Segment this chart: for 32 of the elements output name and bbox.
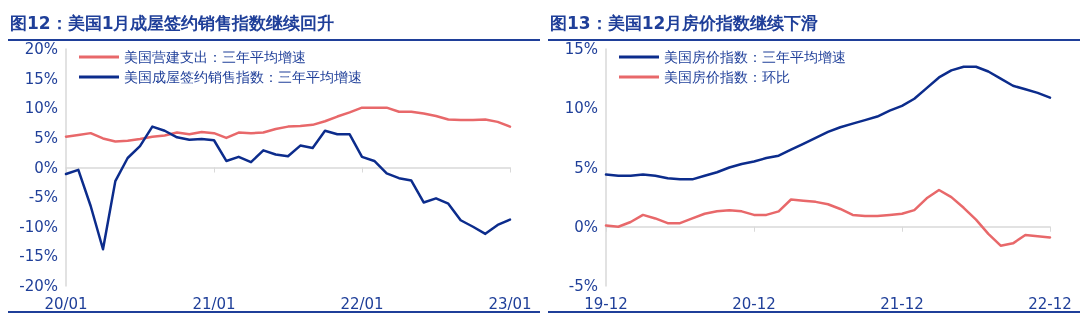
x-tick-label: 19-12 xyxy=(584,294,628,313)
y-tick-label: 20% xyxy=(24,40,58,58)
y-tick-label: 10% xyxy=(24,99,58,118)
line-series xyxy=(64,125,512,251)
chart-title: 图12：美国1月成屋签约销售指数继续回升 xyxy=(8,8,540,41)
legend-label: 美国房价指数：三年平均增速 xyxy=(664,49,846,65)
line-series xyxy=(64,106,512,143)
y-tick-label: 5% xyxy=(34,128,58,147)
x-tick-label: 20-12 xyxy=(732,294,776,313)
legend-label: 美国房价指数：环比 xyxy=(664,69,790,85)
chart-title: 图13：美国12月房价指数继续下滑 xyxy=(548,8,1080,41)
y-tick-label: 5% xyxy=(574,158,598,177)
legend-label: 美国成屋签约销售指数：三年平均增速 xyxy=(124,69,362,85)
y-tick-label: 0% xyxy=(34,158,58,177)
y-tick-label: -5% xyxy=(568,277,598,295)
y-tick-label: -20% xyxy=(19,277,58,295)
x-tick-label: 21-12 xyxy=(880,294,924,313)
x-tick-label: 20/01 xyxy=(44,294,88,313)
y-tick-label: 0% xyxy=(574,217,598,236)
x-tick-label: 22-12 xyxy=(1028,294,1072,313)
y-tick-label: -15% xyxy=(19,247,58,266)
line-series xyxy=(604,188,1052,247)
y-tick-label: 15% xyxy=(24,69,58,88)
x-tick-label: 23/01 xyxy=(488,294,532,313)
x-tick-label: 21/01 xyxy=(192,294,236,313)
y-tick-label: -5% xyxy=(28,188,58,207)
legend-label: 美国营建支出：三年平均增速 xyxy=(124,49,306,65)
y-tick-label: -10% xyxy=(19,217,58,236)
y-tick-label: 10% xyxy=(564,99,598,118)
y-tick-label: 15% xyxy=(564,40,598,58)
x-tick-label: 22/01 xyxy=(340,294,384,313)
line-series xyxy=(604,65,1052,181)
